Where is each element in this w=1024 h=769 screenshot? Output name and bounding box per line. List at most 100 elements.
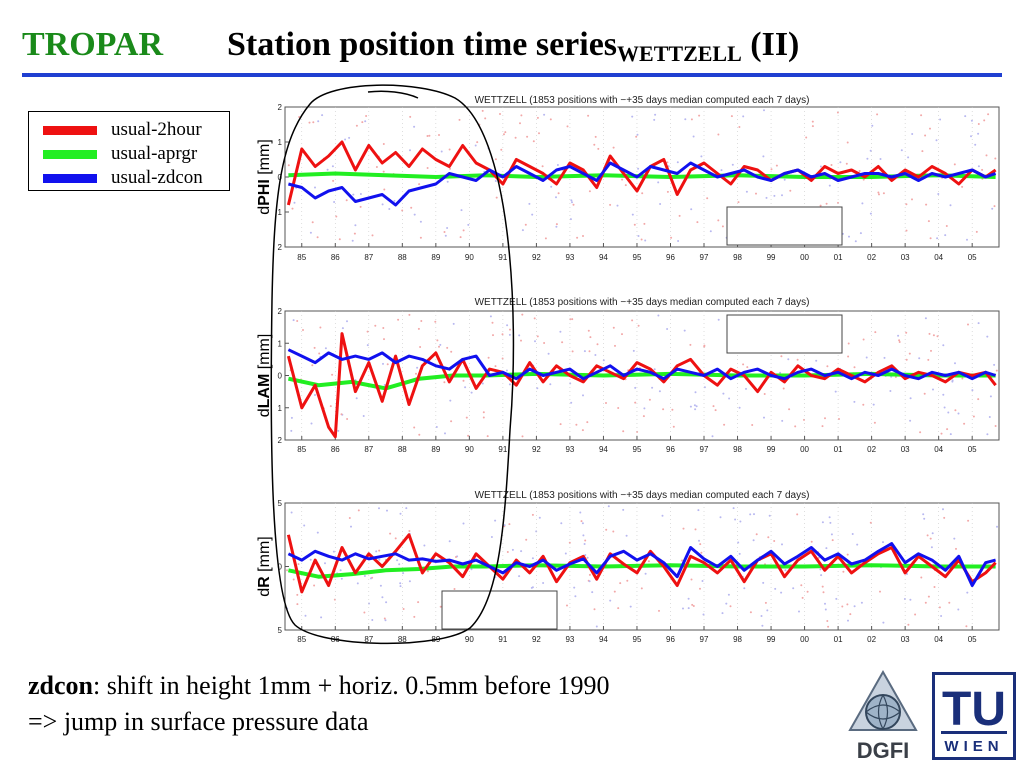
scatter-dot bbox=[662, 408, 665, 411]
scatter-dot bbox=[739, 520, 742, 523]
scatter-dot bbox=[297, 563, 300, 566]
scatter-dot bbox=[690, 208, 693, 211]
scatter-dot bbox=[634, 386, 637, 389]
scatter-dot bbox=[582, 534, 585, 537]
scatter-dot bbox=[335, 215, 338, 218]
scatter-dot bbox=[591, 591, 594, 594]
scatter-dot bbox=[476, 141, 479, 144]
scatter-dot bbox=[338, 238, 341, 241]
scatter-dot bbox=[841, 605, 844, 608]
title-brand: TROPAR bbox=[22, 26, 164, 63]
x-tick-label: 98 bbox=[733, 635, 742, 644]
scatter-dot bbox=[348, 517, 351, 519]
scatter-dot bbox=[312, 121, 315, 124]
scatter-dot bbox=[296, 320, 299, 322]
x-tick-label: 87 bbox=[364, 445, 373, 454]
scatter-dot bbox=[905, 229, 908, 232]
scatter-dot bbox=[993, 363, 996, 366]
scatter-dot bbox=[435, 426, 438, 428]
scatter-dot bbox=[939, 118, 942, 121]
scatter-dot bbox=[690, 578, 693, 581]
scatter-dot bbox=[900, 149, 903, 152]
scatter-dot bbox=[448, 540, 451, 543]
scatter-dot bbox=[438, 345, 440, 348]
scatter-dot bbox=[543, 342, 546, 344]
scatter-dot bbox=[858, 170, 861, 172]
scatter-dot bbox=[728, 397, 731, 400]
scatter-dot bbox=[579, 511, 582, 514]
scatter-dot bbox=[503, 133, 505, 136]
scatter-dot bbox=[937, 193, 940, 195]
scatter-dot bbox=[514, 136, 517, 139]
scatter-dot bbox=[375, 550, 378, 553]
scatter-dot bbox=[927, 358, 930, 361]
scatter-dot bbox=[561, 341, 564, 344]
scatter-dot bbox=[839, 161, 842, 164]
scatter-dot bbox=[576, 236, 579, 239]
scatter-dot bbox=[806, 590, 809, 593]
x-tick-label: 03 bbox=[901, 635, 910, 644]
scatter-dot bbox=[582, 394, 584, 397]
scatter-dot bbox=[309, 231, 312, 234]
scatter-dot bbox=[346, 418, 349, 420]
scatter-dot bbox=[838, 418, 840, 420]
scatter-dot bbox=[519, 122, 521, 125]
scatter-dot bbox=[970, 119, 973, 122]
scatter-dot bbox=[933, 586, 936, 588]
scatter-dot bbox=[568, 541, 571, 544]
scatter-dot bbox=[520, 550, 523, 553]
scatter-dot bbox=[449, 167, 451, 170]
scatter-dot bbox=[994, 425, 997, 427]
scatter-dot bbox=[989, 395, 992, 398]
y-axis-label: dLAM [mm] bbox=[256, 334, 273, 418]
scatter-dot bbox=[694, 391, 697, 394]
scatter-dot bbox=[460, 209, 463, 212]
scatter-dot bbox=[423, 544, 426, 547]
legend-swatch-2hour bbox=[43, 126, 97, 135]
scatter-dot bbox=[524, 223, 527, 226]
scatter-dot bbox=[987, 113, 990, 116]
scatter-dot bbox=[302, 329, 304, 331]
scatter-dot bbox=[593, 143, 596, 146]
scatter-dot bbox=[924, 601, 927, 604]
scatter-dot bbox=[326, 168, 329, 171]
scatter-dot bbox=[331, 165, 334, 168]
scatter-dot bbox=[626, 579, 629, 582]
scatter-dot bbox=[697, 509, 700, 512]
scatter-dot bbox=[314, 394, 316, 396]
scatter-dot bbox=[966, 591, 969, 594]
scatter-dot bbox=[296, 593, 299, 596]
scatter-dot bbox=[494, 365, 497, 368]
scatter-dot bbox=[374, 324, 377, 327]
series-line-usual-2hour bbox=[286, 533, 997, 594]
scatter-dot bbox=[332, 550, 335, 553]
y-tick-label: 0 bbox=[278, 372, 283, 381]
scatter-dot bbox=[762, 155, 765, 158]
scatter-dot bbox=[654, 113, 657, 116]
scatter-dot bbox=[397, 318, 400, 321]
scatter-dot bbox=[911, 198, 913, 201]
scatter-dot bbox=[388, 208, 391, 210]
scatter-dot bbox=[749, 611, 752, 614]
scatter-dot bbox=[720, 169, 723, 172]
scatter-dot bbox=[544, 237, 547, 240]
scatter-dot bbox=[883, 356, 886, 359]
x-tick-label: 90 bbox=[465, 445, 474, 454]
x-tick-label: 94 bbox=[599, 445, 608, 454]
scatter-dot bbox=[928, 332, 931, 335]
scatter-dot bbox=[381, 596, 384, 599]
scatter-dot bbox=[821, 425, 824, 428]
scatter-dot bbox=[383, 338, 385, 341]
x-tick-label: 99 bbox=[767, 445, 776, 454]
scatter-dot bbox=[742, 115, 745, 118]
scatter-dot bbox=[366, 344, 369, 347]
scatter-dot bbox=[738, 126, 741, 128]
scatter-dot bbox=[313, 584, 316, 587]
scatter-dot bbox=[765, 196, 768, 199]
scatter-dot bbox=[359, 193, 362, 195]
scatter-dot bbox=[743, 587, 746, 590]
scatter-dot bbox=[321, 114, 324, 117]
scatter-dot bbox=[531, 213, 534, 216]
scatter-dot bbox=[951, 379, 954, 382]
scatter-dot bbox=[909, 397, 912, 400]
